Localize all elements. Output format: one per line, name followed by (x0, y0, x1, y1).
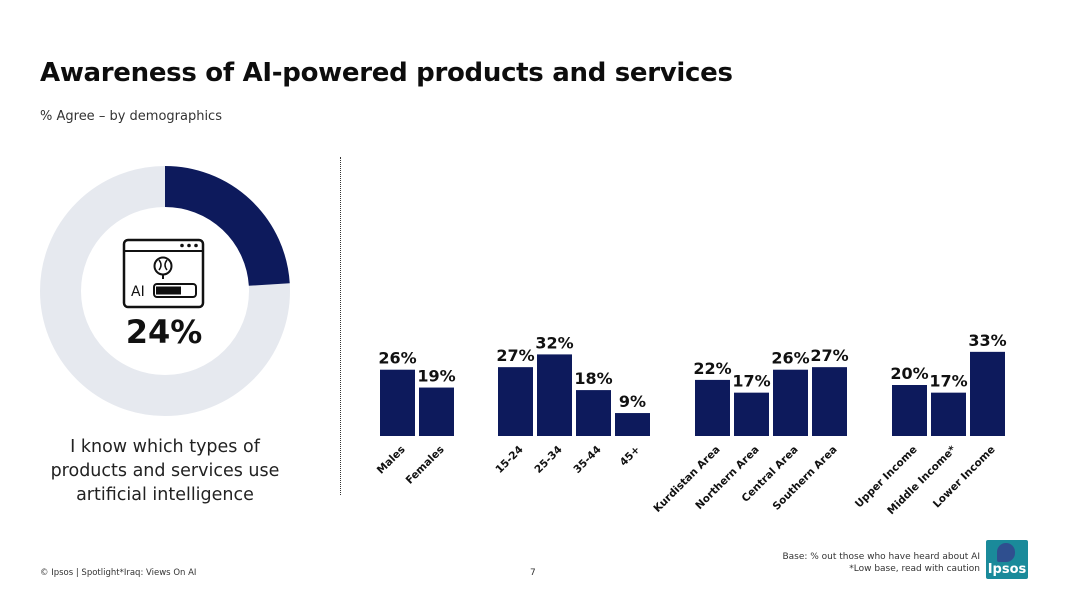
bar-northern-area (734, 392, 769, 436)
bar-southern-area (812, 367, 847, 436)
bar-kurdistan-area (695, 379, 730, 436)
category-label-25-34: 25-34 (532, 444, 564, 476)
caution-note-line: *Low base, read with caution (849, 564, 980, 574)
footer-copyright: © Ipsos | Spotlight*Iraq: Views On AI (40, 568, 197, 578)
bar-45 (615, 413, 650, 436)
value-label-upper-income: 20% (890, 364, 928, 383)
bar-central-area (773, 369, 808, 436)
bar-35-44 (576, 390, 611, 436)
bar-15-24 (498, 367, 533, 436)
base-note: Base: % out those who have heard about A… (782, 551, 980, 575)
value-label-northern-area: 17% (732, 372, 770, 391)
ipsos-logo: Ipsos (986, 540, 1028, 579)
overall-percentage: 24% (125, 313, 203, 351)
value-label-15-24: 27% (496, 346, 534, 365)
value-label-45: 9% (619, 392, 646, 411)
icon-ai-label: AI (131, 284, 145, 300)
value-label-southern-area: 27% (810, 346, 848, 365)
category-label-males: Males (375, 444, 408, 477)
donut-slice-agree (40, 166, 290, 416)
ai-browser-icon: AI (122, 238, 205, 309)
page-title: Awareness of AI-powered products and ser… (40, 58, 733, 88)
category-label-kurdistan-area: Kurdistan Area (651, 444, 722, 515)
value-label-lower-income: 33% (968, 331, 1006, 350)
bar-upper-income (892, 385, 927, 436)
base-note-line: Base: % out those who have heard about A… (782, 552, 980, 562)
value-label-25-34: 32% (535, 333, 573, 352)
logo-text: Ipsos (987, 562, 1027, 577)
value-label-kurdistan-area: 22% (693, 359, 731, 378)
section-divider (340, 157, 341, 495)
brain-icon (153, 256, 173, 279)
bar-males (380, 369, 415, 436)
overall-donut-chart: AI (40, 166, 290, 416)
category-label-females: Females (404, 444, 447, 487)
category-label-45: 45+ (618, 444, 643, 469)
value-label-males: 26% (378, 349, 416, 368)
value-label-central-area: 26% (771, 349, 809, 368)
category-label-35-44: 35-44 (571, 444, 603, 476)
page-subtitle: % Agree – by demographics (40, 109, 222, 124)
bar-females (419, 387, 454, 436)
value-label-females: 19% (417, 367, 455, 386)
category-label-15-24: 15-24 (493, 444, 525, 476)
donut-caption: I know which types of products and servi… (50, 437, 280, 505)
value-label-35-44: 18% (574, 369, 612, 388)
value-label-middle-income: 17% (929, 372, 967, 391)
category-label-middle-income: Middle Income* (885, 443, 959, 517)
page-number: 7 (530, 568, 536, 578)
bar-25-34 (537, 354, 572, 436)
logo-shape-icon (997, 543, 1015, 562)
bar-middle-income (931, 392, 966, 436)
bar-lower-income (970, 351, 1005, 436)
